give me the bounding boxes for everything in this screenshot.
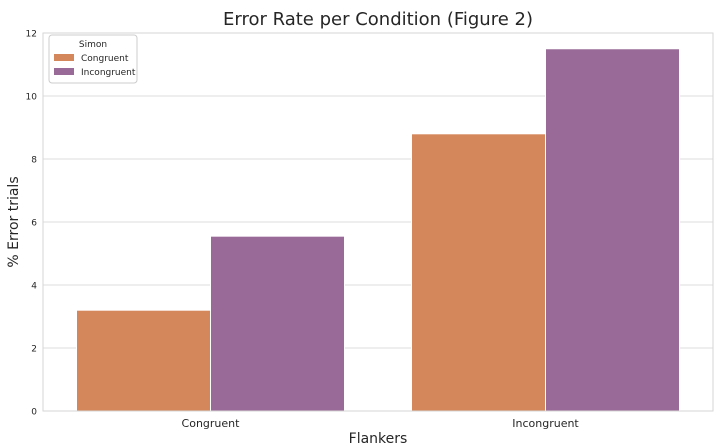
bar-incongruent-congruent [210,235,345,412]
legend-label-incongruent: Incongruent [81,68,136,78]
y-tick-label: 4 [31,282,37,292]
bar-congruent-incongruent [411,133,546,412]
y-tick-label: 12 [26,30,37,40]
x-tick-label: Congruent [182,417,241,430]
plot-frame [42,32,714,412]
bar-congruent-congruent [76,309,211,412]
y-tick-label: 10 [26,93,38,103]
bar-incongruent-incongruent [545,48,680,412]
chart-title: Error Rate per Condition (Figure 2) [223,9,533,30]
y-tick-label: 0 [31,408,37,418]
legend-swatch-incongruent [54,68,74,75]
y-tick-label: 6 [31,219,37,229]
y-tick-label: 2 [31,345,37,355]
legend-title: Simon [79,40,107,50]
legend: Simon Congruent Incongruent [48,34,138,84]
legend-swatch-congruent [54,54,74,61]
y-tick-label: 8 [31,156,37,166]
y-axis-label: % Error trials [6,176,22,267]
y-ticks: 0 2 4 6 8 10 12 [26,30,38,418]
x-axis-label: Flankers [349,431,408,447]
x-tick-label: Incongruent [512,417,579,430]
x-ticks: Congruent Incongruent [182,417,580,430]
legend-label-congruent: Congruent [81,54,129,64]
